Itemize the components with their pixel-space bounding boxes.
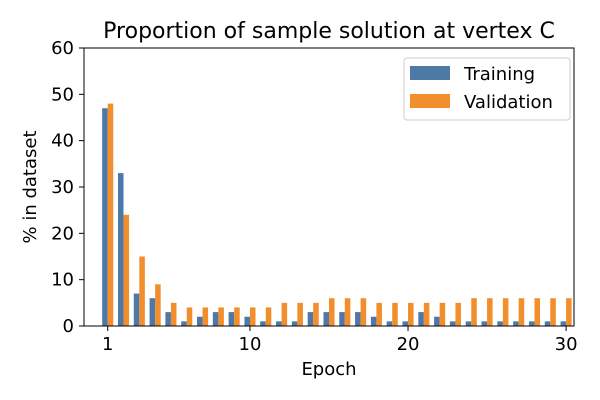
bar-validation-12	[281, 302, 288, 326]
bar-validation-6	[186, 307, 193, 326]
bar-validation-28	[534, 298, 541, 326]
bar-validation-27	[518, 298, 525, 326]
bar-validation-25	[487, 298, 493, 326]
bar-training-11	[260, 321, 266, 326]
bar-training-17	[355, 312, 361, 326]
bar-training-13	[291, 321, 298, 326]
bar-validation-26	[502, 298, 509, 326]
bar-training-18	[370, 316, 377, 326]
bar-training-6	[181, 321, 187, 326]
legend-swatch-validation	[410, 94, 450, 108]
bar-validation-16	[344, 298, 351, 326]
x-tick-label: 10	[239, 334, 262, 355]
bar-validation-11	[265, 307, 272, 326]
bar-validation-22	[439, 302, 446, 326]
bar-validation-15	[329, 298, 335, 326]
bar-training-9	[228, 312, 235, 326]
y-axis-label: % in dataset	[20, 130, 41, 243]
ticks: 0 10 20 30 40 50 60 1 10 20 30	[51, 38, 577, 355]
bar-training-23	[449, 321, 456, 326]
x-tick-label: 1	[102, 334, 113, 355]
bar-training-24	[465, 321, 472, 326]
legend-label-validation: Validation	[464, 92, 553, 113]
bar-training-8	[212, 312, 219, 326]
bar-training-14	[307, 312, 314, 326]
bar-training-21	[418, 312, 424, 326]
bar-validation-30	[566, 298, 572, 326]
bar-training-25	[481, 321, 488, 326]
bar-training-10	[244, 316, 250, 326]
bar-training-2	[117, 173, 124, 326]
bar-validation-24	[471, 298, 477, 326]
y-tick-label: 60	[51, 38, 74, 59]
bar-training-26	[497, 321, 503, 326]
bar-validation-20	[408, 302, 414, 326]
bar-validation-1	[107, 103, 114, 326]
bar-training-20	[402, 321, 409, 326]
bar-validation-13	[297, 302, 303, 326]
bar-validation-14	[313, 302, 319, 326]
bar-validation-10	[249, 307, 256, 326]
legend-swatch-training	[410, 66, 450, 80]
bar-validation-23	[455, 302, 461, 326]
bars	[102, 103, 572, 326]
bar-validation-21	[423, 302, 430, 326]
y-tick-label: 50	[51, 84, 74, 105]
y-tick-label: 10	[51, 270, 74, 291]
bar-validation-7	[202, 307, 209, 326]
x-tick-label: 30	[555, 334, 578, 355]
bar-training-30	[560, 321, 567, 326]
y-tick-label: 20	[51, 223, 74, 244]
y-tick-label: 30	[51, 177, 74, 198]
bar-training-3	[133, 293, 140, 326]
bar-validation-29	[550, 298, 556, 326]
bar-training-27	[513, 321, 519, 326]
bar-training-12	[276, 321, 282, 326]
bar-training-15	[323, 312, 329, 326]
bar-validation-18	[376, 302, 382, 326]
chart-title: Proportion of sample solution at vertex …	[103, 19, 555, 44]
y-tick-label: 40	[51, 131, 74, 152]
bar-validation-19	[392, 302, 398, 326]
bar-validation-2	[123, 214, 130, 326]
y-tick-label: 0	[63, 316, 74, 337]
x-axis-label: Epoch	[301, 359, 356, 380]
bar-training-28	[528, 321, 535, 326]
bar-validation-3	[139, 256, 145, 326]
bar-training-1	[102, 108, 108, 326]
bar-training-29	[544, 321, 551, 326]
bar-validation-9	[234, 307, 240, 326]
legend: Training Validation	[403, 57, 571, 121]
plot-frame	[83, 47, 575, 327]
bar-training-22	[434, 316, 440, 326]
bar-training-4	[149, 298, 156, 326]
bar-validation-4	[155, 284, 161, 326]
bar-training-19	[386, 321, 393, 326]
bar-validation-5	[170, 302, 177, 326]
legend-label-training: Training	[463, 64, 535, 85]
x-tick-label: 20	[397, 334, 420, 355]
bar-validation-8	[218, 307, 224, 326]
bar-validation-17	[360, 298, 367, 326]
bar-training-16	[339, 312, 345, 326]
bar-training-5	[165, 312, 171, 326]
bar-training-7	[197, 316, 203, 326]
